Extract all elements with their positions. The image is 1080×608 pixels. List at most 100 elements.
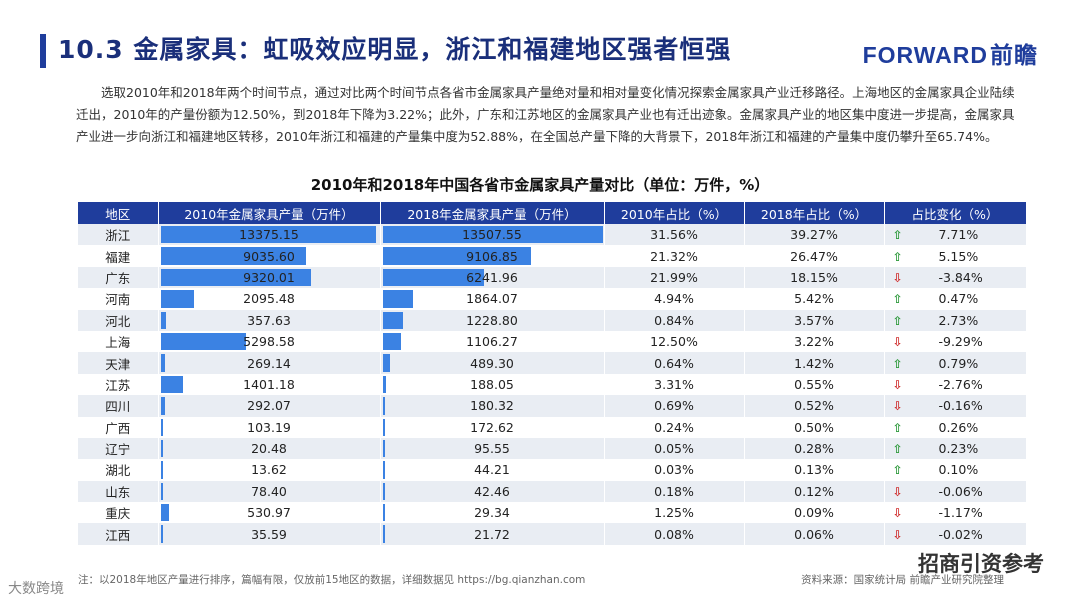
bar-2018	[382, 290, 413, 308]
table-row: 浙江 13375.15 13507.55 31.56% 39.27% ⇧ 7.71%	[78, 224, 1027, 246]
bar-2010	[160, 397, 166, 415]
change-value: -9.29%	[938, 334, 983, 350]
arrow-up-icon: ⇧	[892, 228, 903, 243]
table-row: 上海 5298.58 1106.27 12.50% 3.22% ⇩ -9.29%	[78, 330, 1027, 353]
logo-cn: 前瞻	[990, 42, 1038, 68]
cell-2018-output: 1864.07	[380, 288, 605, 310]
value-2010: 20.48	[251, 441, 287, 457]
cell-share-change: ⇩ -9.29%	[884, 330, 1027, 353]
value-2010: 1401.18	[243, 376, 295, 392]
table-row: 山东 78.40 42.46 0.18% 0.12% ⇩ -0.06%	[78, 480, 1027, 503]
cell-2010-share: 1.25%	[604, 502, 745, 524]
bar-2010	[160, 226, 377, 244]
arrow-up-icon: ⇧	[892, 249, 903, 264]
table-row: 江西 35.59 21.72 0.08% 0.06% ⇩ -0.02%	[78, 523, 1027, 545]
cell-region: 河北	[78, 309, 159, 331]
cell-2010-output: 357.63	[158, 309, 381, 331]
bar-2018	[382, 247, 531, 265]
bar-2010	[160, 354, 165, 372]
table-row: 广东 9320.01 6241.96 21.99% 18.15% ⇩ -3.84%	[78, 266, 1027, 289]
value-2018: 188.05	[470, 376, 514, 392]
cell-region: 湖北	[78, 459, 159, 481]
change-value: 0.79%	[938, 355, 979, 371]
value-2018: 1228.80	[466, 312, 518, 328]
cell-region: 重庆	[78, 502, 159, 524]
cell-2010-share: 0.64%	[604, 352, 745, 374]
cell-2018-share: 26.47%	[744, 245, 885, 267]
value-2010: 103.19	[247, 419, 291, 435]
header-2010-share: 2010年占比（%）	[604, 202, 745, 224]
bar-2018	[382, 268, 485, 287]
arrow-up-icon: ⇧	[892, 463, 903, 478]
value-2018: 180.32	[470, 398, 514, 414]
table-row: 河北 357.63 1228.80 0.84% 3.57% ⇧ 2.73%	[78, 309, 1027, 331]
value-2010: 530.97	[247, 505, 291, 521]
cell-share-change: ⇧ 2.73%	[884, 309, 1027, 331]
cell-2018-share: 3.57%	[744, 309, 885, 331]
bar-2018	[382, 375, 386, 394]
value-2018: 1106.27	[466, 334, 518, 350]
cell-2018-output: 42.46	[380, 480, 605, 503]
bar-2010	[160, 525, 163, 543]
cell-2018-output: 44.21	[380, 459, 605, 481]
change-value: -3.84%	[938, 269, 983, 285]
cell-2010-output: 530.97	[158, 502, 381, 524]
bar-2018	[382, 482, 385, 501]
arrow-down-icon: ⇩	[892, 506, 903, 521]
header-region: 地区	[78, 202, 159, 224]
change-value: 7.71%	[938, 227, 979, 243]
bar-2010	[160, 375, 184, 394]
cell-2018-share: 5.42%	[744, 288, 885, 310]
change-value: -0.02%	[938, 526, 983, 542]
cell-2010-output: 20.48	[158, 437, 381, 460]
cell-2018-output: 180.32	[380, 395, 605, 417]
table-row: 河南 2095.48 1864.07 4.94% 5.42% ⇧ 0.47%	[78, 288, 1027, 310]
cell-2010-output: 2095.48	[158, 288, 381, 310]
cell-2010-output: 292.07	[158, 395, 381, 417]
change-value: 0.10%	[938, 462, 979, 478]
arrow-down-icon: ⇩	[892, 270, 903, 285]
value-2010: 13.62	[251, 462, 287, 478]
cell-2010-output: 35.59	[158, 523, 381, 545]
cell-2018-output: 172.62	[380, 416, 605, 438]
change-value: -1.17%	[938, 505, 983, 521]
bar-2018	[382, 504, 385, 522]
bar-2010	[160, 311, 167, 329]
cell-2018-share: 0.09%	[744, 502, 885, 524]
cell-2018-output: 95.55	[380, 437, 605, 460]
cell-share-change: ⇧ 0.10%	[884, 459, 1027, 481]
header-2018-output: 2018年金属家具产量（万件）	[380, 202, 605, 224]
cell-2018-share: 0.52%	[744, 395, 885, 417]
cell-share-change: ⇧ 7.71%	[884, 224, 1027, 246]
cell-2018-share: 0.12%	[744, 480, 885, 503]
cell-2010-output: 5298.58	[158, 330, 381, 353]
cell-region: 四川	[78, 395, 159, 417]
cell-2010-share: 12.50%	[604, 330, 745, 353]
value-2018: 6241.96	[466, 269, 518, 285]
value-2010: 78.40	[251, 483, 287, 499]
brand-logo: FORWARD前瞻	[863, 36, 1038, 70]
cell-2010-output: 13.62	[158, 459, 381, 481]
cell-share-change: ⇩ -0.16%	[884, 395, 1027, 417]
cell-2018-share: 3.22%	[744, 330, 885, 353]
arrow-down-icon: ⇩	[892, 527, 903, 542]
arrow-down-icon: ⇩	[892, 484, 903, 499]
bar-2010	[160, 268, 311, 287]
cell-region: 广西	[78, 416, 159, 438]
bar-2018	[382, 354, 391, 372]
cell-2018-share: 1.42%	[744, 352, 885, 374]
cell-2018-output: 1106.27	[380, 330, 605, 353]
table-row: 辽宁 20.48 95.55 0.05% 0.28% ⇧ 0.23%	[78, 437, 1027, 460]
cell-2010-share: 0.24%	[604, 416, 745, 438]
value-2010: 35.59	[251, 526, 287, 542]
cell-2010-share: 0.69%	[604, 395, 745, 417]
footer-note: 注：以2018年地区产量进行排序，篇幅有限，仅放前15地区的数据，详细数据见 h…	[78, 574, 586, 586]
table-header-row: 地区 2010年金属家具产量（万件） 2018年金属家具产量（万件） 2010年…	[78, 202, 1027, 224]
logo-en: FORWARD	[862, 42, 988, 68]
header-share-change: 占比变化（%）	[884, 202, 1027, 224]
value-2018: 13507.55	[462, 227, 522, 243]
cell-share-change: ⇩ -3.84%	[884, 266, 1027, 289]
bar-2010	[160, 247, 307, 265]
cell-share-change: ⇩ -0.06%	[884, 480, 1027, 503]
production-table: 地区 2010年金属家具产量（万件） 2018年金属家具产量（万件） 2010年…	[78, 202, 1027, 545]
